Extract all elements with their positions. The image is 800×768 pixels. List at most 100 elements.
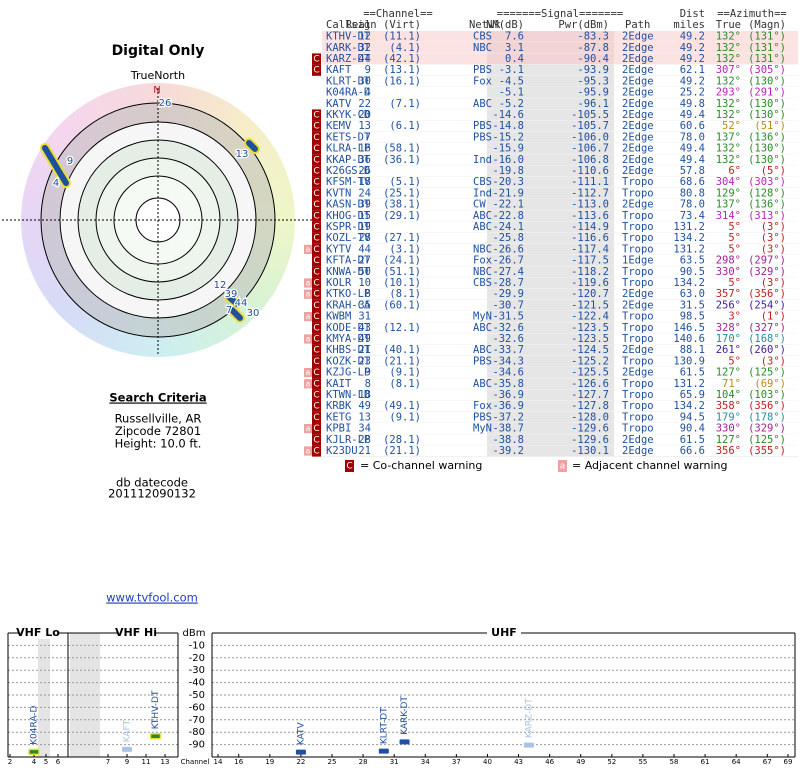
cell-dist: 66.6: [680, 445, 705, 457]
x-tick-label: 19: [265, 758, 274, 766]
cell-path: 1Edge: [622, 255, 654, 267]
y-tick-label: -90: [189, 740, 205, 751]
polar-label: 12: [214, 280, 227, 291]
x-tick-label: 14: [214, 758, 223, 766]
cell-virt: (51.1): [383, 266, 421, 278]
cochannel-warning: [312, 176, 321, 188]
x-tick-label: 31: [390, 758, 399, 766]
cochannel-warning: [312, 243, 321, 255]
cell-dist: 25.2: [680, 87, 705, 99]
cell-call: KLRA-LP: [326, 143, 370, 155]
adjacent-warning: [304, 312, 312, 322]
cell-net: PBS: [473, 411, 492, 423]
cell-magn: (3°): [761, 243, 786, 255]
cell-path: Tropo: [622, 378, 654, 390]
cell-net: CBS: [473, 176, 492, 188]
signal-cell-background: [487, 445, 614, 457]
x-tick-label: 58: [670, 758, 679, 766]
cell-dist: 49.4: [680, 143, 705, 155]
cell-pwr: -112.7: [571, 187, 609, 199]
cell-nm: -27.4: [492, 266, 524, 278]
cell-real: 50: [358, 266, 371, 278]
cell-magn: (291°): [748, 87, 786, 99]
cell-nm: -38.7: [492, 423, 524, 435]
adjacent-warning: [304, 379, 312, 389]
cell-magn: (130°): [748, 154, 786, 166]
cell-az: 132°: [716, 75, 741, 87]
cell-call: KPBI: [326, 423, 351, 435]
cochannel-warning: [312, 154, 321, 166]
cochannel-warning: [312, 322, 321, 334]
adjacent-warning: [304, 368, 312, 378]
cochannel-warning-mark: C: [313, 245, 319, 255]
cell-dist: 49.2: [680, 53, 705, 65]
station-label: KATV: [296, 721, 306, 745]
cell-call: KSPR-DT: [326, 221, 371, 233]
cell-real: 4: [365, 87, 371, 99]
cell-path: Tropo: [622, 411, 654, 423]
cochannel-warning: [312, 255, 321, 267]
signal-cell-background: [487, 411, 614, 423]
cell-nm: -35.8: [492, 378, 524, 390]
cell-net: ABC: [473, 378, 492, 390]
cell-virt: (11.1): [383, 31, 421, 43]
cell-dist: 140.6: [673, 333, 705, 345]
signal-cell-background: [487, 378, 614, 390]
cell-nm: -38.8: [492, 434, 524, 446]
site-link[interactable]: www.tvfool.com: [106, 591, 198, 605]
signal-cell-background: [487, 109, 614, 121]
cell-dist: 131.2: [673, 378, 705, 390]
station-marker: [42, 145, 69, 186]
x-tick-label: 13: [161, 758, 170, 766]
cell-virt: (7.1): [389, 98, 421, 110]
station-label: KARZ-DT: [524, 698, 534, 738]
column-header: (Virt): [383, 19, 421, 31]
cell-path: Tropo: [622, 423, 654, 435]
station-marker: [226, 294, 240, 307]
group-header: Dist: [680, 8, 705, 20]
cell-pwr: -96.1: [577, 98, 609, 110]
x-tick-label: 61: [701, 758, 710, 766]
station-marker: [246, 140, 258, 152]
cell-path: 2Edge: [622, 434, 654, 446]
cell-pwr: -105.5: [571, 109, 609, 121]
cell-magn: (136°): [748, 131, 786, 143]
cell-pwr: -116.6: [571, 232, 609, 244]
cell-pwr: -117.4: [571, 243, 609, 255]
cell-real: 28: [358, 434, 371, 446]
cell-net: MyN: [473, 311, 492, 323]
cell-nm: -32.6: [492, 322, 524, 334]
cochannel-warning-mark: C: [313, 111, 319, 121]
cell-pwr: -124.5: [571, 344, 609, 356]
cell-magn: (178°): [748, 411, 786, 423]
cell-nm: -33.7: [492, 344, 524, 356]
cell-magn: (51°): [754, 120, 786, 132]
cell-az: 3°: [728, 311, 741, 323]
cell-nm: -39.2: [492, 445, 524, 457]
search-line: Zipcode 72801: [115, 424, 201, 438]
cell-real: 8: [365, 378, 371, 390]
cell-dist: 68.6: [680, 176, 705, 188]
cell-nm: -36.9: [492, 389, 524, 401]
cell-nm: -25.8: [492, 232, 524, 244]
cell-real: 32: [358, 42, 371, 54]
station-label: KAFT: [123, 720, 133, 743]
adjacent-warning-mark: a: [306, 335, 311, 344]
cell-net: NBC: [473, 243, 492, 255]
polar-label: 26: [159, 98, 172, 109]
x-tick-label: 25: [328, 758, 337, 766]
cell-virt: (6.1): [389, 120, 421, 132]
cell-magn: (130°): [748, 75, 786, 87]
signal-cell-background: [487, 322, 614, 334]
cochannel-warning-mark: C: [313, 211, 319, 221]
x-tick-label: 16: [234, 758, 243, 766]
cell-path: 2Edge: [622, 53, 654, 65]
cell-pwr: -130.1: [571, 445, 609, 457]
cell-call: KNWA-DT: [326, 266, 371, 278]
cell-pwr: -90.4: [577, 53, 609, 65]
cell-nm: -19.8: [492, 165, 524, 177]
signal-cell-background: [487, 266, 614, 278]
cochannel-warning-mark: C: [313, 178, 319, 188]
adjacent-warning-mark: a: [306, 447, 311, 456]
station-label: KLRT-DT: [379, 707, 389, 744]
